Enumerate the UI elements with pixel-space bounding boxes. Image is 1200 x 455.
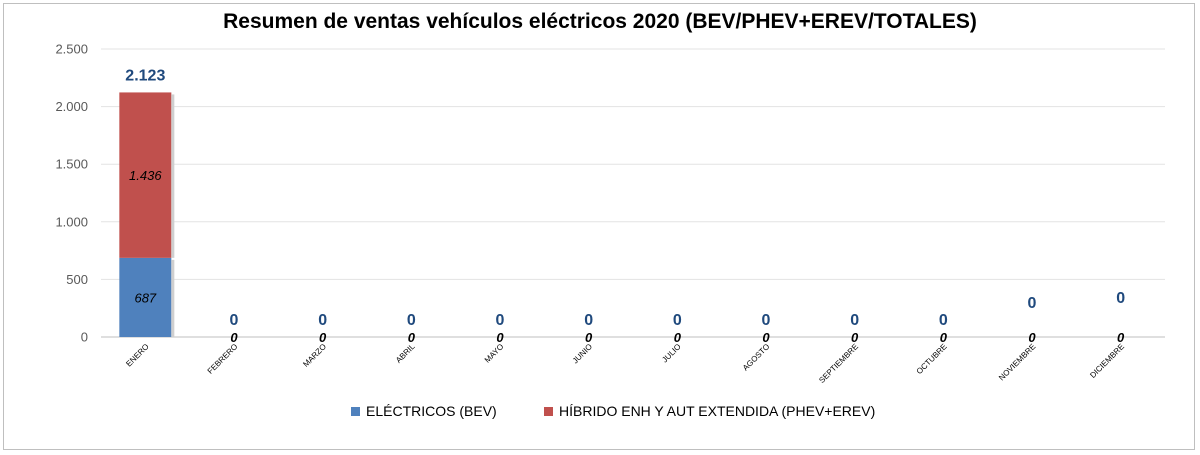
legend-swatch-phev [544, 406, 553, 416]
data-label-total: 0 [1028, 295, 1037, 312]
data-label-total: 0 [407, 312, 416, 329]
data-label-phev: 0 [319, 330, 327, 345]
data-label-phev: 0 [585, 330, 593, 345]
chart-legend: ELÉCTRICOS (BEV) HÍBRIDO ENH Y AUT EXTEN… [0, 403, 1200, 423]
data-label-total: 0 [762, 312, 771, 329]
data-label-phev: 0 [1028, 330, 1036, 345]
data-label-phev: 0 [1117, 330, 1125, 345]
x-tick-label: OCTUBRE [915, 342, 949, 376]
chart-frame [3, 3, 1195, 450]
bar-phev [119, 92, 172, 258]
x-tick-label: JULIO [660, 342, 682, 364]
data-label-total: 0 [1116, 290, 1125, 307]
data-label-total: 0 [584, 312, 593, 329]
chart-title: Resumen de ventas vehículos eléctricos 2… [223, 10, 977, 33]
x-tick-label: FEBRERO [206, 342, 240, 376]
y-tick-label: 2.000 [55, 99, 88, 114]
legend-label-phev: HÍBRIDO ENH Y AUT EXTENDIDA (PHEV+EREV) [559, 403, 876, 419]
x-tick-label: MAYO [483, 342, 506, 365]
data-label-total: 0 [230, 312, 239, 329]
bar-shadow [171, 259, 175, 337]
x-tick-label: SEPTIEMBRE [817, 342, 860, 385]
x-tick-label: NOVIEMBRE [997, 342, 1037, 382]
x-tick-label: MARZO [301, 342, 328, 369]
data-label-total: 0 [673, 312, 682, 329]
data-label-phev: 0 [674, 330, 682, 345]
data-label-phev: 0 [851, 330, 859, 345]
data-label-phev: 0 [496, 330, 504, 345]
y-tick-label: 500 [66, 272, 88, 287]
bar-bev [119, 257, 172, 337]
data-label-phev: 0 [408, 330, 416, 345]
x-tick-label: DICIEMBRE [1088, 342, 1126, 380]
data-label-bev: 687 [134, 290, 156, 305]
data-label-total: 0 [496, 312, 505, 329]
legend-item-bev: ELÉCTRICOS (BEV) [351, 403, 497, 419]
data-label-phev: 0 [940, 330, 948, 345]
data-label-phev: 0 [762, 330, 770, 345]
x-tick-label: ENERO [124, 342, 150, 368]
data-label-phev: 1.436 [129, 168, 162, 183]
y-tick-label: 2.500 [55, 42, 88, 57]
data-label-total: 0 [850, 312, 859, 329]
data-label-total: 0 [318, 312, 327, 329]
y-tick-label: 1.000 [55, 214, 88, 229]
data-label-phev: 0 [230, 330, 238, 345]
data-label-total: 0 [939, 312, 948, 329]
x-tick-label: AGOSTO [741, 342, 771, 372]
y-tick-label: 0 [81, 330, 88, 345]
legend-label-bev: ELÉCTRICOS (BEV) [366, 403, 497, 419]
legend-item-phev: HÍBRIDO ENH Y AUT EXTENDIDA (PHEV+EREV) [544, 403, 875, 419]
bar-shadow [171, 94, 175, 258]
x-tick-label: JUNIO [571, 342, 594, 365]
data-label-total: 2.123 [125, 67, 165, 84]
x-tick-label: ABRIL [394, 342, 417, 365]
legend-swatch-bev [351, 406, 360, 416]
y-tick-label: 1.500 [55, 157, 88, 172]
